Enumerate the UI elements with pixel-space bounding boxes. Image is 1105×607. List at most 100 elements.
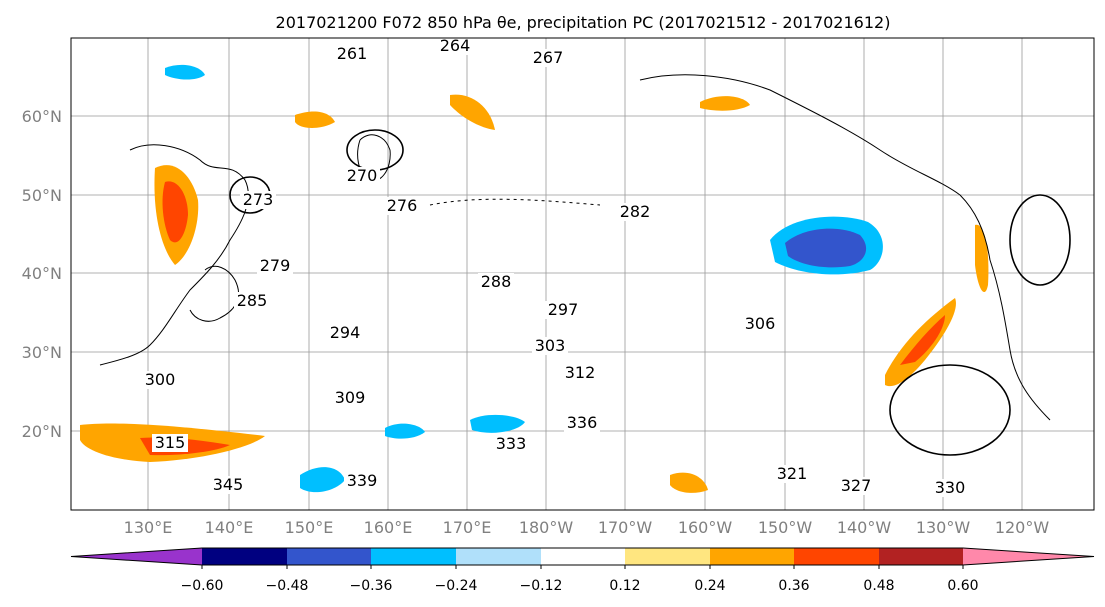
negative-pc-area-core: [785, 228, 867, 268]
lat-tick-label: 60°N: [22, 107, 62, 126]
contour-label-bg: [344, 472, 380, 490]
theta-e-contours: [229, 129, 1071, 456]
contour-label: 330: [935, 478, 966, 497]
colorbar-extend-high: [963, 548, 1094, 565]
theta-e-closed-contour: [1009, 194, 1071, 286]
colorbar-bin: [371, 548, 456, 565]
contour-label: 294: [330, 323, 361, 342]
lat-tick-label: 50°N: [22, 186, 62, 205]
contour-label-bg: [562, 364, 598, 382]
contour-label-bg: [493, 435, 529, 453]
colorbar-tick-label: 0.12: [609, 578, 640, 594]
colorbar-tick-label: 0.24: [694, 578, 725, 594]
colorbar-tick-label: 0.60: [947, 578, 978, 594]
contour-label: 327: [841, 476, 872, 495]
positive-pc-area: [295, 111, 335, 128]
contour-label-bg: [617, 203, 653, 221]
colorbar-tick-label: 0.36: [778, 578, 809, 594]
lat-tick-label: 40°N: [22, 264, 62, 283]
contour-label: 306: [745, 314, 776, 333]
lon-tick-label: 120°W: [995, 518, 1050, 537]
contour-label-bg: [564, 414, 600, 432]
contour-label: 264: [440, 36, 471, 55]
contour-label: 279: [260, 256, 291, 275]
contour-label: 309: [335, 388, 366, 407]
colorbar-bin: [541, 548, 625, 565]
lon-tick-label: 150°E: [285, 518, 334, 537]
contour-label: 276: [387, 196, 418, 215]
contour-label: 282: [620, 202, 651, 221]
contour-label: 336: [567, 413, 598, 432]
positive-pc-area: [700, 96, 750, 111]
lon-tick-label: 140°E: [205, 518, 254, 537]
positive-pc-core: [162, 181, 188, 243]
lon-tick-label: 170°W: [598, 518, 653, 537]
contour-label-bg: [478, 273, 514, 291]
contour-label: 261: [337, 44, 368, 63]
contour-label-bg: [932, 479, 968, 497]
negative-pc-area: [165, 64, 205, 80]
negative-pc-area: [300, 467, 345, 493]
negative-pc-area: [385, 423, 425, 439]
contour-label: 345: [213, 475, 244, 494]
coastline-aleutians: [429, 198, 601, 206]
contour-label-bg: [742, 315, 778, 333]
positive-pc-core: [900, 315, 945, 365]
lon-tick-label: 130°E: [124, 518, 173, 537]
contour-label-bg: [327, 324, 363, 342]
contour-label: 288: [481, 272, 512, 291]
lat-tick-label: 20°N: [22, 422, 62, 441]
coastline-north-america: [989, 259, 1051, 421]
positive-pc-area: [975, 224, 989, 293]
colorbar-tick-label: −0.24: [435, 578, 478, 594]
colorbar: −0.60 −0.48 −0.36 −0.24 −0.12 0.12 0.24 0.36 0.4…: [70, 547, 1095, 594]
contour-label: 333: [496, 434, 527, 453]
colorbar-tick-label: −0.12: [520, 578, 563, 594]
positive-pc-area: [450, 94, 495, 130]
positive-pc-area: [670, 472, 708, 493]
colorbar-tick-label: −0.36: [350, 578, 393, 594]
contour-label-bg: [152, 434, 188, 452]
precip-shading: [80, 64, 989, 493]
contour-label-bg: [532, 337, 568, 355]
latitude-axis: 20°N 30°N 40°N 50°N 60°N: [22, 107, 62, 441]
contour-label-bg: [142, 371, 178, 389]
colorbar-bin: [879, 548, 963, 565]
contour-label: 312: [565, 363, 596, 382]
contour-label-bg: [545, 301, 581, 319]
lat-tick-label: 30°N: [22, 343, 62, 362]
coastline-alaska: [639, 74, 991, 261]
colorbar-bin: [710, 548, 794, 565]
contour-label-bg: [530, 49, 566, 67]
contour-label: 285: [237, 291, 268, 310]
lon-tick-label: 160°E: [364, 518, 413, 537]
contour-label-bg: [384, 197, 420, 215]
colorbar-bin: [202, 548, 287, 565]
contour-label-bg: [240, 191, 276, 209]
contour-label: 267: [533, 48, 564, 67]
contour-label-bg: [257, 257, 293, 275]
contour-label-bg: [344, 167, 380, 185]
lon-tick-label: 130°W: [916, 518, 971, 537]
theta-e-closed-contour: [889, 364, 1011, 456]
colorbar-tick-label: 0.48: [863, 578, 894, 594]
contour-label: 321: [777, 464, 808, 483]
colorbar-extend-low: [71, 548, 202, 565]
contour-label: 270: [347, 166, 378, 185]
coastlines: [99, 74, 1051, 421]
contour-label: 297: [548, 300, 579, 319]
colorbar-bin: [794, 548, 879, 565]
coastline-kamchatka: [357, 134, 391, 182]
contour-label-bg: [210, 476, 246, 494]
colorbar-tick-label: −0.48: [266, 578, 309, 594]
contour-label: 339: [347, 471, 378, 490]
contour-label: 273: [243, 190, 274, 209]
negative-pc-area: [470, 414, 525, 433]
colorbar-bin: [625, 548, 710, 565]
colorbar-bin: [456, 548, 541, 565]
lon-tick-label: 150°W: [758, 518, 813, 537]
colorbar-tick-label: −0.60: [181, 578, 224, 594]
contour-label-bg: [774, 465, 810, 483]
